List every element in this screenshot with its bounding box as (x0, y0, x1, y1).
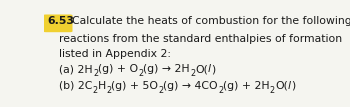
Text: (g) → 4CO: (g) → 4CO (163, 81, 218, 91)
Text: ): ) (211, 64, 215, 74)
Text: (g) → 2H: (g) → 2H (144, 64, 190, 74)
Text: 2: 2 (93, 86, 98, 95)
Text: reactions from the standard enthalpies of formation: reactions from the standard enthalpies o… (60, 34, 343, 44)
Text: 2: 2 (158, 86, 163, 95)
Text: 2: 2 (93, 69, 98, 78)
Text: (b) 2C: (b) 2C (60, 81, 93, 91)
Text: Calculate the heats of combustion for the following: Calculate the heats of combustion for th… (72, 16, 350, 27)
Text: ): ) (291, 81, 295, 91)
Text: (g) + 2H: (g) + 2H (223, 81, 270, 91)
Text: 6.53: 6.53 (47, 16, 74, 27)
Text: 2: 2 (218, 86, 223, 95)
Text: l: l (208, 64, 211, 74)
Text: O(: O( (275, 81, 288, 91)
Text: 2: 2 (190, 69, 195, 78)
Text: (a) 2H: (a) 2H (60, 64, 93, 74)
Text: H: H (98, 81, 106, 91)
Text: 2: 2 (106, 86, 111, 95)
Text: 2: 2 (138, 69, 143, 78)
Text: (g) + 5O: (g) + 5O (111, 81, 158, 91)
Text: listed in Appendix 2:: listed in Appendix 2: (60, 49, 172, 59)
Text: (g) + O: (g) + O (98, 64, 138, 74)
FancyBboxPatch shape (43, 14, 72, 32)
Text: O(: O( (195, 64, 208, 74)
Text: 2: 2 (270, 86, 275, 95)
Text: l: l (288, 81, 291, 91)
